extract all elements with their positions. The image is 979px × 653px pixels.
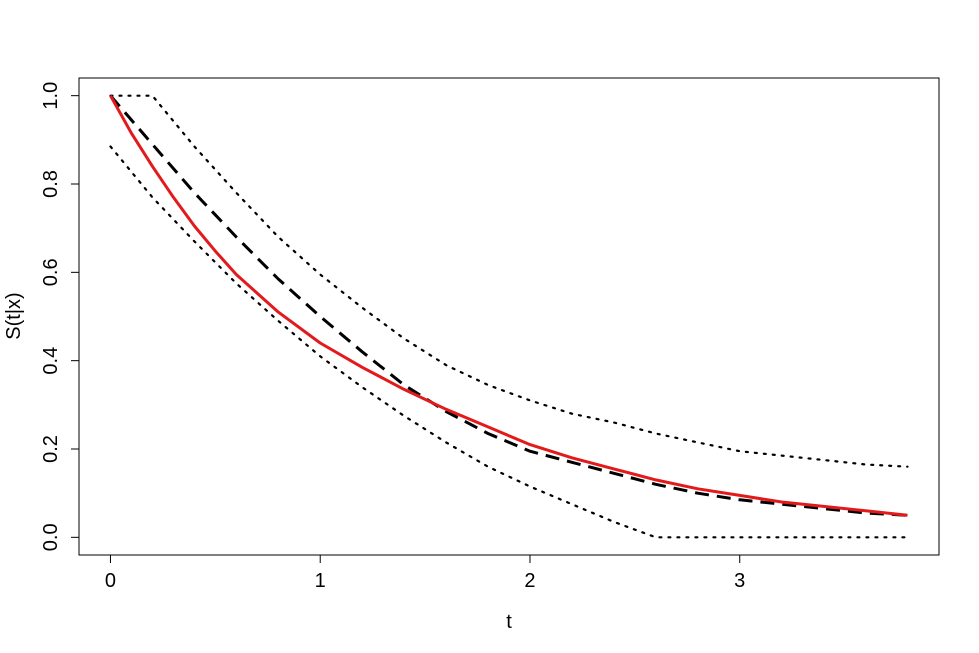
dotted-series-line-2 [109, 94, 909, 468]
dashed-series-line-1 [109, 94, 908, 517]
y-tick-label: 0.0 [40, 523, 62, 551]
x-tick-label: 2 [524, 570, 535, 592]
x-tick-label: 0 [105, 570, 116, 592]
dotted-series-line-3 [109, 145, 909, 539]
y-tick-label: 1.0 [40, 82, 62, 110]
y-axis: 0.0 0.2 0.4 0.6 0.8 1.0 [40, 82, 80, 551]
series-layer [109, 94, 909, 539]
y-axis-title: S(t|x) [3, 292, 25, 339]
x-axis: 0 1 2 3 [105, 554, 745, 592]
x-tick-label: 1 [315, 570, 326, 592]
x-axis-title: t [506, 611, 512, 633]
y-tick-label: 0.6 [40, 258, 62, 286]
solid-series-line-0 [109, 94, 908, 517]
x-tick-label: 3 [734, 570, 745, 592]
y-tick-label: 0.8 [40, 170, 62, 198]
y-tick-label: 0.2 [40, 435, 62, 463]
y-tick-label: 0.4 [40, 347, 62, 375]
